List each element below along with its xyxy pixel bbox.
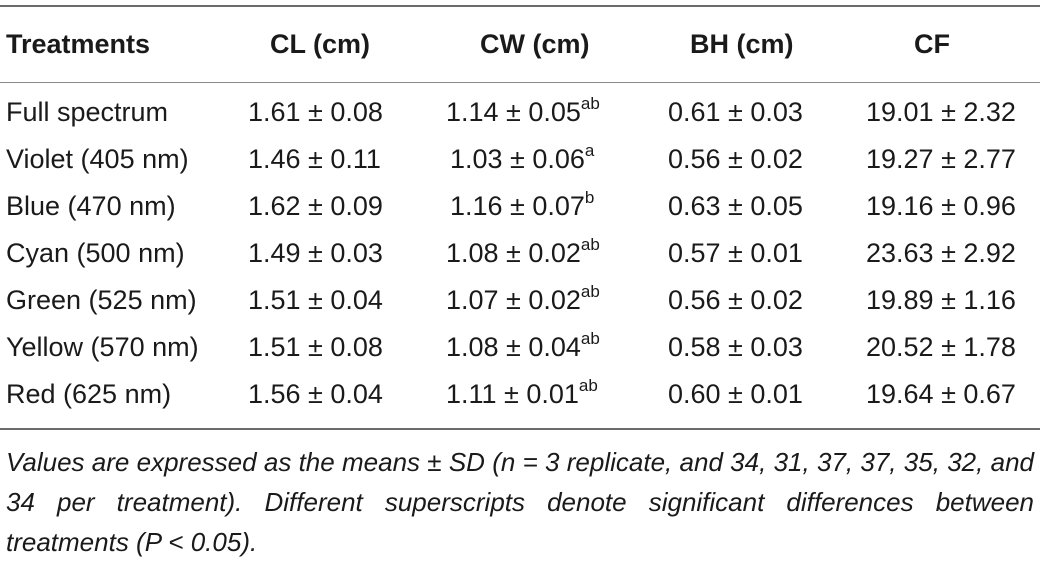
cell-cw-superscript: b xyxy=(584,188,595,207)
cell-cf: 19.27 ± 2.77 xyxy=(866,144,1016,174)
cell-cw-value: 1.08 ± 0.02 xyxy=(446,238,581,268)
table-header-row: Treatments CL (cm) CW (cm) BH (cm) CF xyxy=(0,22,1040,62)
cell-cl: 1.51 ± 0.04 xyxy=(248,285,383,315)
cell-cw-value: 1.08 ± 0.04 xyxy=(446,332,581,362)
cell-cl: 1.49 ± 0.03 xyxy=(248,238,383,268)
cell-treatment: Blue (470 nm) xyxy=(6,191,176,221)
cell-treatment: Cyan (500 nm) xyxy=(6,238,185,268)
header-treatments: Treatments xyxy=(6,29,151,59)
cell-cw-value: 1.16 ± 0.07 xyxy=(450,191,585,221)
cell-cw-superscript: ab xyxy=(580,94,600,113)
header-cl: CL (cm) xyxy=(270,29,371,59)
table-top-rule xyxy=(0,5,1040,7)
cell-bh: 0.61 ± 0.03 xyxy=(668,97,803,127)
cell-cl: 1.46 ± 0.11 xyxy=(248,144,381,174)
cell-cw: 1.03 ± 0.06a xyxy=(450,141,595,175)
cell-cl: 1.56 ± 0.04 xyxy=(248,379,383,409)
cell-cw: 1.08 ± 0.04ab xyxy=(446,329,600,363)
table-row: Green (525 nm) 1.51 ± 0.04 1.07 ± 0.02ab… xyxy=(0,282,1040,331)
cell-treatment: Green (525 nm) xyxy=(6,285,197,315)
cell-treatment: Full spectrum xyxy=(6,97,169,127)
cell-cw-value: 1.14 ± 0.05 xyxy=(446,97,581,127)
cell-cw-superscript: ab xyxy=(580,282,600,301)
table-bottom-rule xyxy=(0,428,1040,430)
cell-cw-value: 1.07 ± 0.02 xyxy=(446,285,581,315)
table-header-rule xyxy=(0,82,1040,83)
cell-treatment: Yellow (570 nm) xyxy=(6,332,199,362)
cell-cw: 1.08 ± 0.02ab xyxy=(446,235,600,269)
table-row: Cyan (500 nm) 1.49 ± 0.03 1.08 ± 0.02ab … xyxy=(0,235,1040,284)
cell-cf: 19.64 ± 0.67 xyxy=(866,379,1016,409)
cell-cw-value: 1.11 ± 0.01 xyxy=(446,379,579,409)
cell-treatment: Violet (405 nm) xyxy=(6,144,189,174)
header-cw: CW (cm) xyxy=(480,29,590,59)
table-row: Full spectrum 1.61 ± 0.08 1.14 ± 0.05ab … xyxy=(0,94,1040,143)
cell-bh: 0.56 ± 0.02 xyxy=(668,144,803,174)
header-bh: BH (cm) xyxy=(690,29,794,59)
cell-cw-superscript: ab xyxy=(580,329,600,348)
header-cf: CF xyxy=(914,29,950,59)
cell-treatment: Red (625 nm) xyxy=(6,379,172,409)
cell-cw: 1.11 ± 0.01ab xyxy=(446,376,598,410)
cell-bh: 0.57 ± 0.01 xyxy=(668,238,803,268)
cell-cf: 20.52 ± 1.78 xyxy=(866,332,1016,362)
cell-cw-superscript: a xyxy=(584,141,595,160)
cell-cl: 1.51 ± 0.08 xyxy=(248,332,383,362)
cell-cl: 1.62 ± 0.09 xyxy=(248,191,383,221)
cell-cf: 19.89 ± 1.16 xyxy=(866,285,1016,315)
cell-bh: 0.60 ± 0.01 xyxy=(668,379,803,409)
cell-cw: 1.14 ± 0.05ab xyxy=(446,94,600,128)
cell-cw: 1.07 ± 0.02ab xyxy=(446,282,600,316)
cell-cf: 19.16 ± 0.96 xyxy=(866,191,1016,221)
table-row: Blue (470 nm) 1.62 ± 0.09 1.16 ± 0.07b 0… xyxy=(0,188,1040,237)
cell-bh: 0.63 ± 0.05 xyxy=(668,191,803,221)
cell-cw: 1.16 ± 0.07b xyxy=(450,188,595,222)
cell-bh: 0.58 ± 0.03 xyxy=(668,332,803,362)
cell-cf: 19.01 ± 2.32 xyxy=(866,97,1016,127)
cell-cf: 23.63 ± 2.92 xyxy=(866,238,1016,268)
table-footnote: Values are expressed as the means ± SD (… xyxy=(6,447,1034,557)
cell-cl: 1.61 ± 0.08 xyxy=(248,97,383,127)
cell-bh: 0.56 ± 0.02 xyxy=(668,285,803,315)
table-row: Violet (405 nm) 1.46 ± 0.11 1.03 ± 0.06a… xyxy=(0,141,1040,190)
cell-cw-superscript: ab xyxy=(578,376,598,395)
cell-cw-superscript: ab xyxy=(580,235,600,254)
cell-cw-value: 1.03 ± 0.06 xyxy=(450,144,585,174)
table-row: Yellow (570 nm) 1.51 ± 0.08 1.08 ± 0.04a… xyxy=(0,329,1040,378)
table-row: Red (625 nm) 1.56 ± 0.04 1.11 ± 0.01ab 0… xyxy=(0,376,1040,425)
